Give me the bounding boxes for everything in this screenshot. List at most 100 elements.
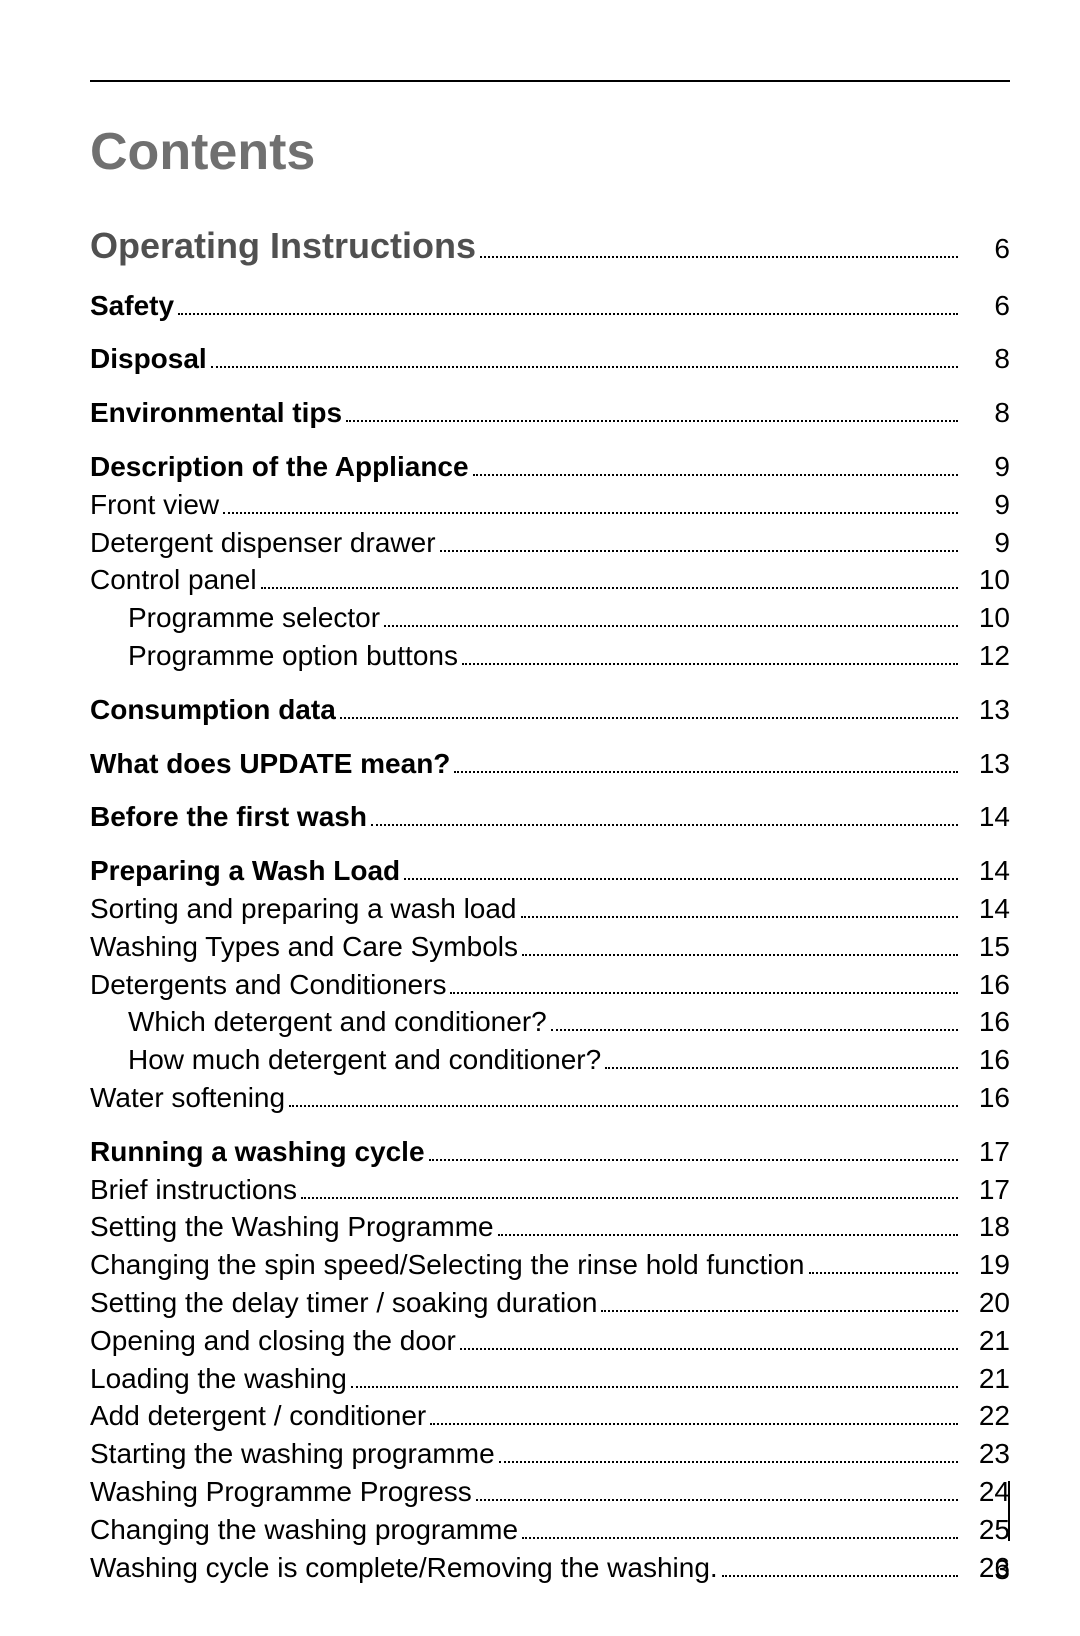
toc-entry-page: 16 bbox=[964, 1003, 1010, 1041]
toc-leader-dots bbox=[454, 771, 958, 773]
toc-leader-dots bbox=[522, 954, 958, 956]
toc-entry-label: Loading the washing bbox=[90, 1360, 347, 1398]
toc-leader-dots bbox=[340, 717, 958, 719]
toc-entry[interactable]: Washing cycle is complete/Removing the w… bbox=[90, 1549, 1010, 1587]
toc-entry-page: 9 bbox=[964, 524, 1010, 562]
toc-entry[interactable]: Before the first wash14 bbox=[90, 798, 1010, 836]
toc-entry-page: 14 bbox=[964, 890, 1010, 928]
toc-entry[interactable]: Environmental tips 8 bbox=[90, 394, 1010, 432]
page-footer-number: 3 bbox=[994, 1554, 1010, 1586]
toc-entry-label: Disposal bbox=[90, 340, 207, 378]
toc-entry[interactable]: Running a washing cycle 17 bbox=[90, 1133, 1010, 1171]
toc-entry[interactable]: Washing Programme Progress 24 bbox=[90, 1473, 1010, 1511]
toc-entry[interactable]: Preparing a Wash Load 14 bbox=[90, 852, 1010, 890]
toc-entry-page: 17 bbox=[964, 1133, 1010, 1171]
toc-leader-dots bbox=[809, 1272, 959, 1274]
toc-entry-label: Programme option buttons bbox=[128, 637, 458, 675]
toc-entry-label: Washing Programme Progress bbox=[90, 1473, 472, 1511]
toc-entry[interactable]: What does UPDATE mean? 13 bbox=[90, 745, 1010, 783]
footer-vertical-rule bbox=[1008, 1481, 1010, 1541]
toc-entry[interactable]: Opening and closing the door21 bbox=[90, 1322, 1010, 1360]
toc-leader-dots bbox=[371, 824, 958, 826]
toc-leader-dots bbox=[476, 1499, 958, 1501]
toc-entry-label: Setting the Washing Programme bbox=[90, 1208, 494, 1246]
toc-leader-dots bbox=[430, 1423, 958, 1425]
toc-leader-dots bbox=[211, 366, 958, 368]
toc-entry[interactable]: Changing the spin speed/Selecting the ri… bbox=[90, 1246, 1010, 1284]
toc-leader-dots bbox=[346, 420, 958, 422]
toc-entry[interactable]: Programme selector10 bbox=[90, 599, 1010, 637]
toc-entry[interactable]: Detergent dispenser drawer 9 bbox=[90, 524, 1010, 562]
top-horizontal-rule bbox=[90, 80, 1010, 82]
toc-entry[interactable]: Detergents and Conditioners16 bbox=[90, 966, 1010, 1004]
toc-entry-label: Safety bbox=[90, 287, 174, 325]
contents-heading: Contents bbox=[90, 122, 1010, 182]
toc-entry[interactable]: Consumption data13 bbox=[90, 691, 1010, 729]
toc-leader-dots bbox=[450, 992, 958, 994]
toc-entry-label: Starting the washing programme bbox=[90, 1435, 495, 1473]
toc-entry[interactable]: Washing Types and Care Symbols15 bbox=[90, 928, 1010, 966]
toc-entry-page: 20 bbox=[964, 1284, 1010, 1322]
toc-entry-page: 21 bbox=[964, 1360, 1010, 1398]
toc-entry[interactable]: Changing the washing programme25 bbox=[90, 1511, 1010, 1549]
toc-entry[interactable]: Disposal 8 bbox=[90, 340, 1010, 378]
toc-entry[interactable]: Water softening16 bbox=[90, 1079, 1010, 1117]
toc-entry-page: 24 bbox=[964, 1473, 1010, 1511]
toc-entry-page: 22 bbox=[964, 1397, 1010, 1435]
toc-entry-label: Changing the spin speed/Selecting the ri… bbox=[90, 1246, 805, 1284]
toc-entry[interactable]: Safety6 bbox=[90, 287, 1010, 325]
toc-entry[interactable]: Brief instructions17 bbox=[90, 1171, 1010, 1209]
toc-leader-dots bbox=[462, 663, 958, 665]
toc-leader-dots bbox=[261, 587, 958, 589]
toc-entry[interactable]: Programme option buttons12 bbox=[90, 637, 1010, 675]
toc-entry[interactable]: Starting the washing programme23 bbox=[90, 1435, 1010, 1473]
toc-entry-page: 8 bbox=[964, 340, 1010, 378]
toc-entry-label: Control panel bbox=[90, 561, 257, 599]
toc-entry[interactable]: Add detergent / conditioner 22 bbox=[90, 1397, 1010, 1435]
toc-leader-dots bbox=[498, 1234, 958, 1236]
toc-leader-dots bbox=[480, 256, 958, 258]
toc-entry[interactable]: Which detergent and conditioner? 16 bbox=[90, 1003, 1010, 1041]
toc-entry[interactable]: Loading the washing 21 bbox=[90, 1360, 1010, 1398]
toc-leader-dots bbox=[429, 1159, 958, 1161]
toc-entry-label: Add detergent / conditioner bbox=[90, 1397, 426, 1435]
toc-entry-label: Brief instructions bbox=[90, 1171, 297, 1209]
toc-entry-label: Washing cycle is complete/Removing the w… bbox=[90, 1549, 718, 1587]
page-container: Contents Operating Instructions6Safety6D… bbox=[0, 0, 1080, 1636]
toc-entry-page: 16 bbox=[964, 1041, 1010, 1079]
toc-leader-dots bbox=[460, 1348, 958, 1350]
toc-entry-label: Detergents and Conditioners bbox=[90, 966, 446, 1004]
toc-leader-dots bbox=[522, 1537, 958, 1539]
toc-leader-dots bbox=[440, 550, 958, 552]
toc-entry-page: 8 bbox=[964, 394, 1010, 432]
toc-entry[interactable]: Control panel10 bbox=[90, 561, 1010, 599]
toc-leader-dots bbox=[601, 1310, 958, 1312]
table-of-contents: Operating Instructions6Safety6Disposal8E… bbox=[90, 222, 1010, 1586]
toc-leader-dots bbox=[404, 878, 958, 880]
toc-entry[interactable]: Setting the delay timer / soaking durati… bbox=[90, 1284, 1010, 1322]
toc-entry[interactable]: Sorting and preparing a wash load14 bbox=[90, 890, 1010, 928]
toc-entry-label: Water softening bbox=[90, 1079, 285, 1117]
toc-entry-label: Before the first wash bbox=[90, 798, 367, 836]
toc-entry-page: 14 bbox=[964, 852, 1010, 890]
toc-entry[interactable]: Description of the Appliance 9 bbox=[90, 448, 1010, 486]
toc-entry[interactable]: How much detergent and conditioner?16 bbox=[90, 1041, 1010, 1079]
toc-entry-label: Description of the Appliance bbox=[90, 448, 469, 486]
toc-entry-page: 9 bbox=[964, 448, 1010, 486]
toc-entry-label: Running a washing cycle bbox=[90, 1133, 425, 1171]
toc-entry-label: Preparing a Wash Load bbox=[90, 852, 400, 890]
toc-leader-dots bbox=[499, 1461, 958, 1463]
toc-entry-label: Detergent dispenser drawer bbox=[90, 524, 436, 562]
toc-entry-label: Which detergent and conditioner? bbox=[128, 1003, 547, 1041]
toc-entry[interactable]: Operating Instructions6 bbox=[90, 222, 1010, 271]
toc-leader-dots bbox=[301, 1197, 958, 1199]
toc-entry[interactable]: Front view9 bbox=[90, 486, 1010, 524]
toc-entry-label: What does UPDATE mean? bbox=[90, 745, 450, 783]
toc-entry-label: Environmental tips bbox=[90, 394, 342, 432]
toc-entry-page: 6 bbox=[964, 230, 1010, 268]
toc-entry[interactable]: Setting the Washing Programme 18 bbox=[90, 1208, 1010, 1246]
toc-leader-dots bbox=[289, 1105, 958, 1107]
toc-entry-page: 18 bbox=[964, 1208, 1010, 1246]
toc-leader-dots bbox=[178, 313, 958, 315]
toc-entry-page: 13 bbox=[964, 745, 1010, 783]
